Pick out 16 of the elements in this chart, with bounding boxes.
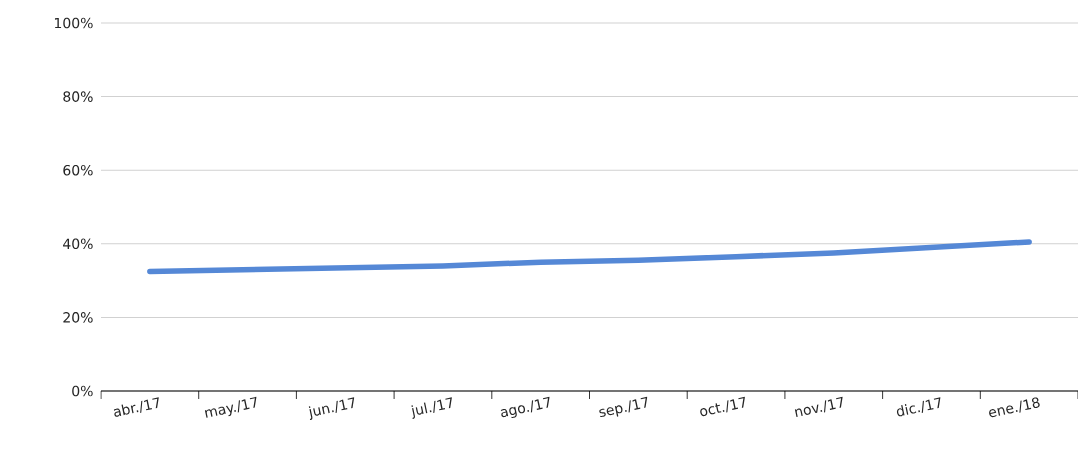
x-tick-label: abr./17 (113, 397, 159, 417)
x-tick-label: jun./17 (308, 397, 355, 421)
x-tick-label: ago./17 (500, 396, 550, 418)
x-tick-label: jul./17 (411, 397, 452, 419)
y-tick-label: 20% (63, 312, 93, 323)
y-tick-label: 80% (63, 91, 93, 102)
y-tick-label: 60% (63, 164, 93, 176)
x-tick-label: ene./18 (989, 397, 1040, 418)
y-tick-label: 40% (63, 238, 93, 250)
x-tick-label: may./17 (204, 396, 257, 418)
y-tick-label: 100% (54, 17, 93, 29)
x-tick-label: dic./17 (896, 397, 941, 417)
x-tick-label: oct./17 (700, 396, 745, 417)
x-tick-label: sep./17 (599, 396, 648, 417)
y-tick-label: 0% (72, 385, 93, 397)
x-tick-label: nov./17 (794, 396, 843, 418)
